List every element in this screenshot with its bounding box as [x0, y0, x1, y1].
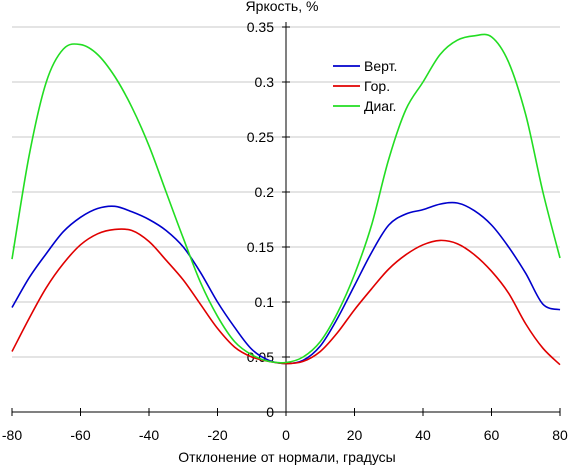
x-tick-label: 20 [347, 427, 363, 443]
y-tick-label: 0.25 [247, 129, 274, 145]
y-tick-label: 0.2 [255, 184, 275, 200]
legend-label: Верт. [364, 58, 397, 74]
y-tick-label: 0.1 [255, 294, 275, 310]
legend-label: Диаг. [364, 98, 396, 114]
x-tick-label: 0 [282, 427, 290, 443]
series-line [11, 33, 561, 364]
y-tick-label: 0.35 [247, 19, 274, 35]
axes [12, 22, 560, 413]
x-tick-label: -40 [139, 427, 159, 443]
y-tick-label: 0.3 [255, 74, 275, 90]
x-tick-label: -60 [70, 427, 90, 443]
x-tick-label: 60 [484, 427, 500, 443]
y-axis-title: Яркость, % [246, 0, 319, 14]
x-tick-label: -80 [2, 427, 22, 443]
legend: Верт. Гор. Диаг. [333, 58, 397, 114]
x-tick-label: -20 [207, 427, 227, 443]
x-axis-title: Отклонение от нормали, градусы [178, 449, 395, 465]
legend-label: Гор. [364, 78, 390, 94]
x-tick-label: 80 [552, 427, 568, 443]
y-tick-label: 0.15 [247, 239, 274, 255]
x-tick-label: 40 [415, 427, 431, 443]
series-line [11, 228, 561, 366]
x-tick-labels: -80 -60 -40 -20 0 20 40 60 80 [2, 408, 568, 443]
y-tick-label: 0 [266, 404, 274, 420]
series-lines [11, 33, 561, 366]
